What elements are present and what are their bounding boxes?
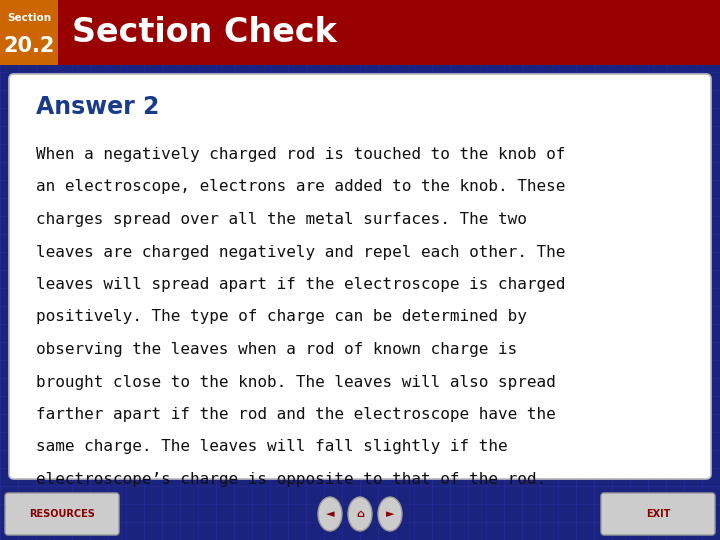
Ellipse shape (378, 497, 402, 531)
Ellipse shape (318, 497, 342, 531)
Text: electroscope’s charge is opposite to that of the rod.: electroscope’s charge is opposite to tha… (36, 472, 546, 487)
Text: EXIT: EXIT (646, 509, 670, 519)
Text: ◄: ◄ (325, 509, 334, 519)
Text: Section: Section (7, 12, 51, 23)
Text: brought close to the knob. The leaves will also spread: brought close to the knob. The leaves wi… (36, 375, 556, 389)
Text: RESOURCES: RESOURCES (29, 509, 95, 519)
FancyBboxPatch shape (601, 493, 715, 535)
FancyBboxPatch shape (9, 74, 711, 479)
Ellipse shape (348, 497, 372, 531)
Text: farther apart if the rod and the electroscope have the: farther apart if the rod and the electro… (36, 407, 556, 422)
Text: leaves will spread apart if the electroscope is charged: leaves will spread apart if the electros… (36, 277, 565, 292)
Text: When a negatively charged rod is touched to the knob of: When a negatively charged rod is touched… (36, 147, 565, 162)
Text: an electroscope, electrons are added to the knob. These: an electroscope, electrons are added to … (36, 179, 565, 194)
Bar (0, 488, 720, 540)
Text: Section Check: Section Check (72, 16, 337, 49)
Text: same charge. The leaves will fall slightly if the: same charge. The leaves will fall slight… (36, 440, 508, 455)
Bar (0, 0, 58, 65)
Text: ►: ► (386, 509, 395, 519)
Text: charges spread over all the metal surfaces. The two: charges spread over all the metal surfac… (36, 212, 527, 227)
Bar (0, 0, 720, 65)
Text: observing the leaves when a rod of known charge is: observing the leaves when a rod of known… (36, 342, 517, 357)
Text: leaves are charged negatively and repel each other. The: leaves are charged negatively and repel … (36, 245, 565, 260)
Text: positively. The type of charge can be determined by: positively. The type of charge can be de… (36, 309, 527, 325)
FancyBboxPatch shape (5, 493, 119, 535)
Text: ⌂: ⌂ (356, 509, 364, 519)
Text: Answer 2: Answer 2 (36, 95, 159, 119)
Text: 20.2: 20.2 (4, 36, 55, 56)
